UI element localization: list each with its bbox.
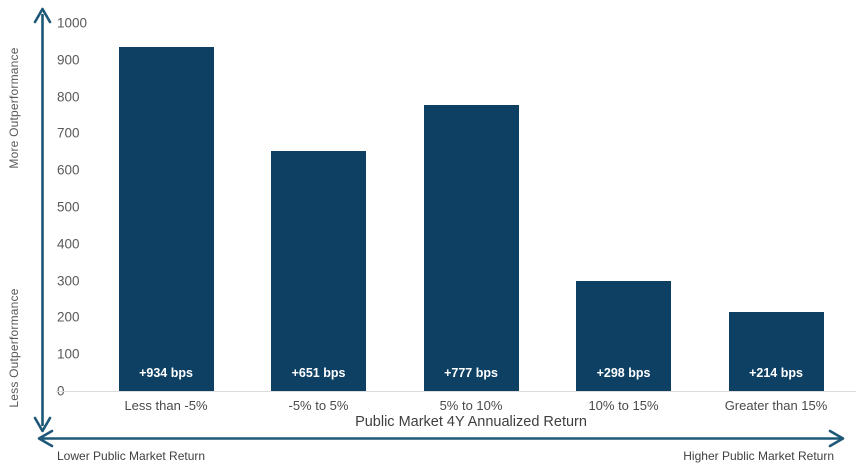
y-tick: 500	[57, 199, 80, 215]
arrow-up-icon	[33, 7, 52, 24]
arrow-left-icon	[37, 429, 54, 448]
x-axis-categories: Less than -5% -5% to 5% 5% to 10% 10% to…	[90, 398, 852, 413]
y-tick: 800	[57, 89, 80, 105]
y-axis-double-arrow	[33, 7, 52, 433]
x-category: Less than -5%	[124, 398, 208, 413]
y-tick: 900	[57, 52, 80, 68]
y-axis-caption-less-label: Less Outperformance	[7, 288, 21, 408]
bar-value-label: +934 bps	[139, 366, 193, 380]
x-category: 5% to 10%	[439, 398, 503, 413]
bar-column: +651 bps	[243, 23, 395, 391]
y-tick: 600	[57, 162, 80, 178]
bar-column: +777 bps	[395, 23, 547, 391]
arrow-right-icon	[828, 429, 845, 448]
y-axis-caption-more-label: More Outperformance	[7, 47, 21, 169]
bar-value-label: +777 bps	[444, 366, 498, 380]
arrow-down-icon	[33, 416, 52, 433]
plot-area: +934 bps +651 bps +777 bps +298 bps +214…	[90, 23, 852, 391]
bar-less-than-minus5: +934 bps	[118, 47, 214, 391]
x-axis-caption-lower: Lower Public Market Return	[57, 449, 206, 463]
bar-10-to-15: +298 bps	[576, 281, 671, 391]
y-axis-ticks: 1000 900 800 700 600 500 400 300 200 100…	[57, 16, 99, 399]
bar-value-label: +298 bps	[596, 366, 651, 380]
bar-column: +298 bps	[548, 23, 700, 391]
y-tick: 400	[57, 236, 80, 252]
y-tick: 200	[57, 309, 80, 325]
x-axis-title: Public Market 4Y Annualized Return	[355, 414, 587, 430]
bar-value-label: +214 bps	[749, 366, 803, 380]
x-axis-caption-higher: Higher Public Market Return	[683, 449, 834, 463]
bar-minus5-to-5: +651 bps	[271, 151, 366, 391]
bar-column: +214 bps	[700, 23, 852, 391]
y-tick: 100	[57, 346, 80, 362]
bar-column: +934 bps	[90, 23, 242, 391]
y-tick: 300	[57, 273, 80, 289]
x-axis-baseline	[56, 391, 856, 392]
x-category: 10% to 15%	[588, 398, 659, 413]
x-axis-double-arrow	[37, 429, 845, 448]
y-tick: 700	[57, 125, 80, 141]
bar-greater-than-15: +214 bps	[728, 312, 824, 391]
x-category: -5% to 5%	[288, 398, 349, 413]
y-tick: 1000	[57, 15, 88, 31]
bar-5-to-10: +777 bps	[423, 105, 519, 391]
x-category: Greater than 15%	[724, 398, 828, 413]
bar-value-label: +651 bps	[291, 366, 346, 380]
